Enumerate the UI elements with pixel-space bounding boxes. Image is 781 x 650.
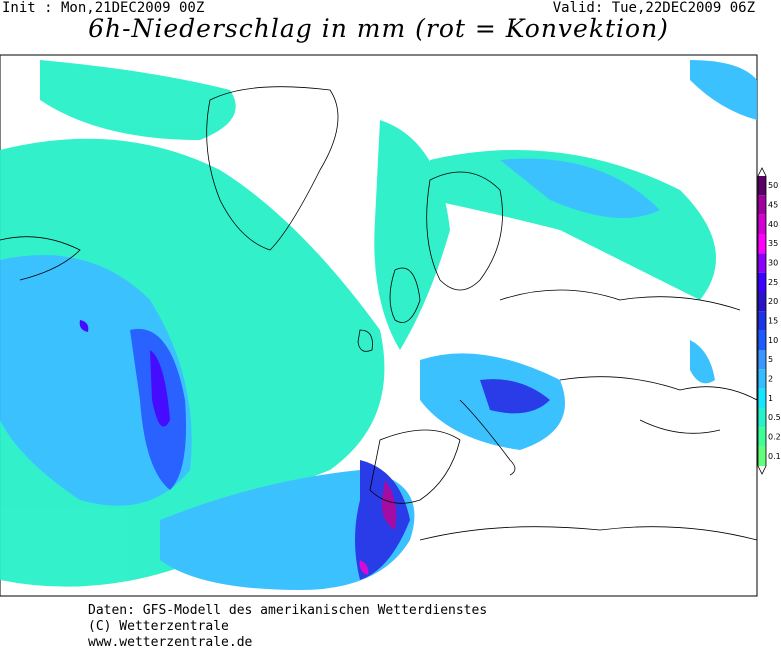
colorbar-label: 0.1: [768, 452, 781, 461]
init-time: Init : Mon,21DEC2009 00Z: [2, 0, 205, 16]
footer-source: Daten: GFS-Modell des amerikanischen Wet…: [88, 603, 488, 618]
colorbar-bin: [758, 369, 766, 389]
colorbar-bin: [758, 446, 766, 466]
colorbar-bin: [758, 176, 766, 196]
colorbar-bin: [758, 311, 766, 331]
colorbar-label: 10: [768, 336, 778, 345]
colorbar-bin: [758, 408, 766, 428]
coastlines: [0, 86, 758, 541]
colorbar-bin: [758, 272, 766, 292]
colorbar-bin: [758, 350, 766, 370]
valid-time: Valid: Tue,22DEC2009 06Z: [552, 0, 755, 16]
colorbar-bin: [758, 253, 766, 273]
colorbar-bin: [758, 427, 766, 447]
colorbar-label: 25: [768, 278, 778, 287]
colorbar-label: 50: [768, 181, 778, 190]
colorbar-bin: [758, 195, 766, 215]
map: [0, 54, 758, 597]
colorbar-label: 1: [768, 394, 773, 403]
colorbar-label: 35: [768, 239, 778, 248]
colorbar-label: 0.5: [768, 413, 781, 422]
colorbar-label: 2: [768, 375, 773, 384]
colorbar-label: 20: [768, 297, 778, 306]
colorbar-label: 15: [768, 317, 778, 326]
colorbar-bin: [758, 234, 766, 254]
colorbar-label: 5: [768, 355, 773, 364]
precipitation: [0, 60, 757, 590]
colorbar-bin: [758, 214, 766, 234]
footer-url: www.wetterzentrale.de: [88, 635, 253, 650]
colorbar-label: 40: [768, 220, 778, 229]
colorbar-bin: [758, 330, 766, 350]
colorbar-bin: [758, 388, 766, 408]
footer-copyright: (C) Wetterzentrale: [88, 619, 229, 634]
colorbar-frame: [757, 167, 767, 475]
colorbar-label: 0.2: [768, 433, 781, 442]
colorbar-label: 30: [768, 259, 778, 268]
colorbar-label: 45: [768, 201, 778, 210]
colorbar: 50 45 40 35 30 25 20 15 10 5 2 1 0.5 0.2 0.1: [757, 167, 781, 475]
map-title: 6h-Niederschlag in mm (rot = Konvektion): [88, 14, 669, 43]
colorbar-bin: [758, 292, 766, 312]
